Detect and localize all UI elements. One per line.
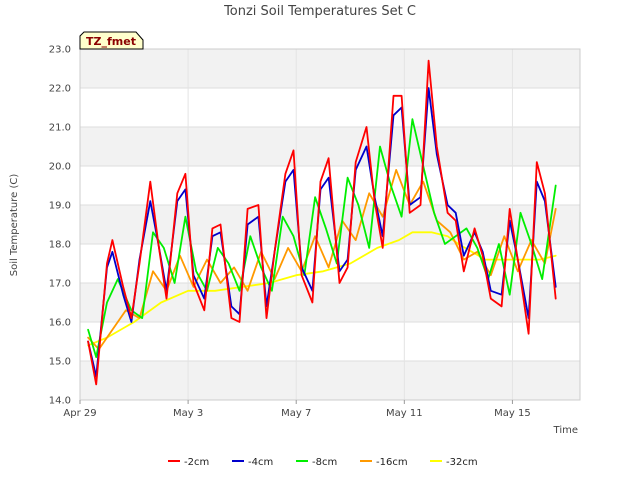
series-line-32cm: [87, 231, 557, 347]
y-tick-label: 22.0: [49, 84, 71, 95]
y-tick-label: 23.0: [49, 45, 71, 56]
x-tick-label: May 15: [494, 408, 531, 419]
y-tick-label: 18.0: [49, 240, 71, 251]
grid-band: [80, 361, 580, 400]
legend-label: -32cm: [446, 457, 478, 468]
legend-label: -16cm: [376, 457, 408, 468]
y-tick-label: 21.0: [49, 123, 71, 134]
x-axis-label: Time: [553, 425, 578, 436]
grid-band: [80, 322, 580, 361]
y-tick-label: 14.0: [49, 396, 71, 407]
x-axis-ticks: Apr 29 May 3 May 7 May 11 May 15: [63, 400, 531, 419]
y-tick-label: 19.0: [49, 201, 71, 212]
y-tick-label: 16.0: [49, 318, 71, 329]
legend-label: -4cm: [248, 457, 273, 468]
x-tick-label: May 7: [281, 408, 311, 419]
chart-title: Tonzi Soil Temperatures Set C: [223, 4, 416, 19]
badge: TZ_fmet: [79, 31, 144, 50]
grid-band: [80, 49, 580, 88]
x-tick-label: Apr 29: [63, 408, 96, 419]
series-line-2cm: [87, 59, 557, 386]
x-tick-label: May 3: [173, 408, 203, 419]
series-line-8cm: [87, 118, 557, 359]
y-tick-label: 17.0: [49, 279, 71, 290]
grid-band: [80, 205, 580, 244]
y-tick-label: 15.0: [49, 357, 71, 368]
series-layer: [87, 59, 557, 386]
grid-band: [80, 127, 580, 166]
x-tick-label: May 11: [386, 408, 423, 419]
plot-frame: [79, 48, 581, 401]
legend: -2cm -4cm -8cm -16cm -32cm: [168, 457, 478, 468]
y-axis-ticks: 14.0 15.0 16.0 17.0 18.0 19.0 20.0 21.0 22.0 23.0: [49, 45, 71, 407]
legend-label: -8cm: [312, 457, 337, 468]
badge-shape: [79, 31, 144, 50]
grid-band: [80, 283, 580, 322]
legend-label: -2cm: [184, 457, 209, 468]
grid-band: [80, 88, 580, 127]
y-tick-label: 20.0: [49, 162, 71, 173]
y-axis-label: Soil Temperature (C): [9, 174, 20, 277]
badge-label: TZ_fmet: [86, 35, 136, 48]
